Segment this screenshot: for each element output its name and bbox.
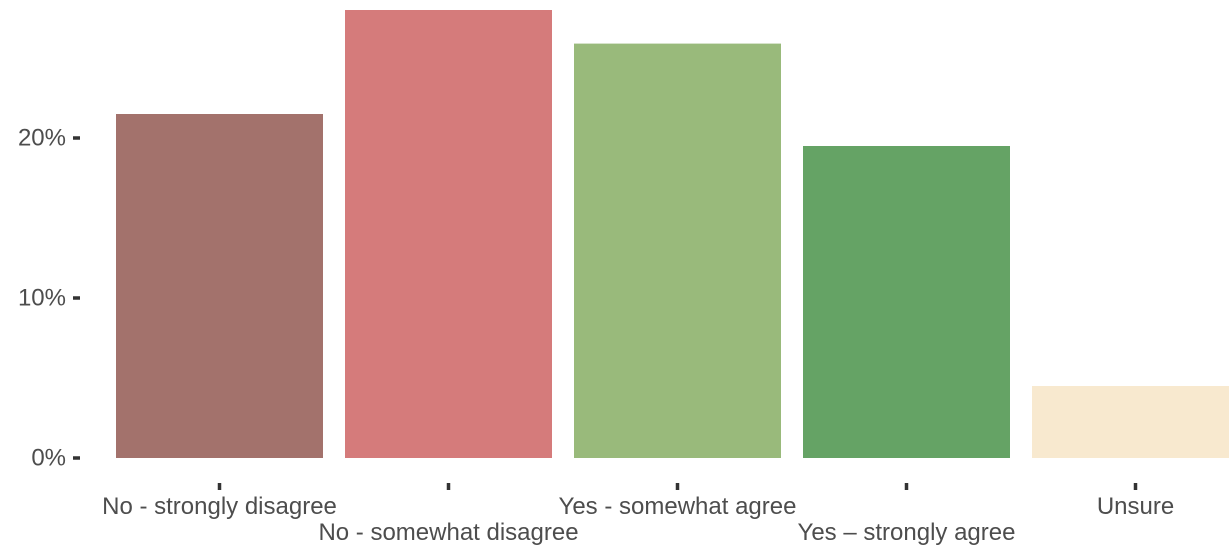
y-tick-label: 0%	[31, 445, 66, 472]
bar-yes-strongly-agree	[803, 146, 1010, 458]
bar-no-somewhat-disagree	[345, 10, 552, 458]
x-tick-label: No - somewhat disagree	[318, 519, 578, 546]
x-tick-label: No - strongly disagree	[102, 493, 337, 520]
y-tick-label: 10%	[18, 285, 66, 312]
x-tick-label: Yes – strongly agree	[798, 519, 1016, 546]
bar-yes-somewhat-agree	[574, 43, 781, 458]
bar-unsure	[1032, 386, 1229, 458]
x-tick-label: Unsure	[1097, 493, 1174, 520]
x-tick-label: Yes - somewhat agree	[559, 493, 797, 520]
bars-group	[116, 10, 1229, 458]
y-axis: 0% 10% 20%	[18, 125, 80, 472]
bar-no-strongly-disagree	[116, 114, 323, 458]
y-tick-label: 20%	[18, 125, 66, 152]
